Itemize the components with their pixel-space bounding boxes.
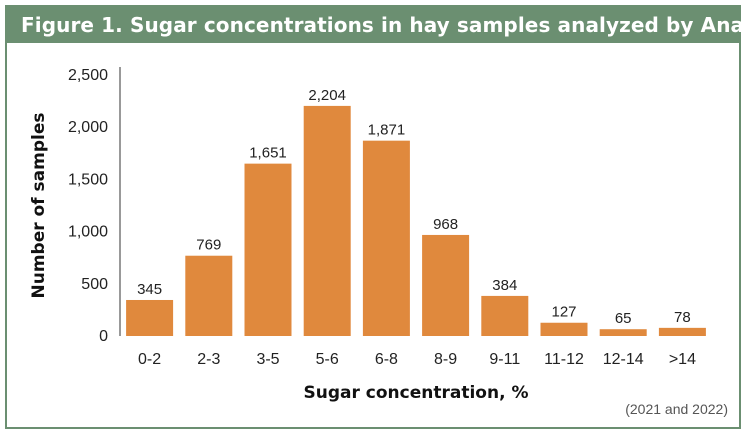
data-label: 2,204 [308, 87, 346, 104]
data-labels: 345 769 1,651 2,204 1,871 968 384 127 65 78 [137, 87, 691, 327]
chart-title: Figure 1. Sugar concentrations in hay sa… [21, 13, 750, 37]
bar-3-5 [244, 163, 292, 336]
x-tick-label: 12-14 [603, 351, 644, 368]
bar-5-6 [303, 105, 351, 336]
title-bar: Figure 1. Sugar concentrations in hay sa… [7, 7, 750, 43]
y-axis-ticks: 0 500 1,000 1,500 2,000 2,500 [68, 67, 108, 345]
x-axis-title: Sugar concentration, % [304, 383, 529, 403]
figure-frame: Figure 1. Sugar concentrations in hay sa… [5, 5, 750, 429]
y-tick-label: 2,500 [68, 67, 108, 84]
y-tick-label: 500 [81, 276, 108, 293]
y-axis-title: Number of samples [29, 113, 49, 299]
x-tick-label: 9-11 [489, 351, 520, 368]
bar-12-14 [599, 329, 647, 336]
data-label: 78 [674, 309, 691, 326]
bar-2-3 [185, 255, 233, 336]
data-label: 345 [137, 281, 162, 298]
bar-9-11 [481, 295, 529, 336]
data-label: 65 [615, 310, 632, 327]
x-tick-label: 6-8 [375, 351, 398, 368]
x-tick-label: >14 [669, 351, 696, 368]
bar--14 [658, 327, 706, 336]
data-label: 769 [196, 237, 221, 254]
date-range-note: (2021 and 2022) [625, 401, 728, 417]
y-tick-label: 0 [99, 328, 108, 345]
x-axis-ticks: 0-2 2-3 3-5 5-6 6-8 8-9 9-11 11-12 12-14 >14 [138, 351, 696, 368]
x-tick-label: 2-3 [197, 351, 220, 368]
data-label: 1,871 [368, 122, 406, 139]
data-label: 384 [492, 277, 517, 294]
data-label: 968 [433, 216, 458, 233]
x-tick-label: 0-2 [138, 351, 161, 368]
y-tick-label: 1,000 [68, 224, 108, 241]
x-tick-label: 3-5 [256, 351, 279, 368]
x-tick-label: 5-6 [316, 351, 339, 368]
bar-11-12 [540, 322, 588, 336]
data-label: 1,651 [249, 145, 287, 162]
bar-8-9 [422, 234, 470, 336]
y-tick-label: 2,000 [68, 119, 108, 136]
y-tick-label: 1,500 [68, 171, 108, 188]
data-label: 127 [551, 304, 576, 321]
x-tick-label: 8-9 [434, 351, 457, 368]
x-tick-label: 11-12 [544, 351, 584, 368]
bar-0-2 [126, 299, 174, 336]
bars [126, 105, 706, 336]
bar-6-8 [362, 140, 410, 336]
